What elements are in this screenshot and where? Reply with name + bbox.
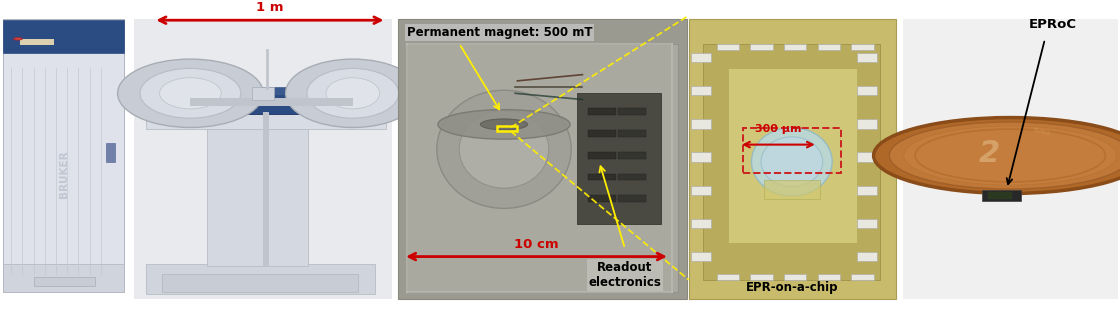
FancyBboxPatch shape (263, 112, 269, 267)
FancyBboxPatch shape (857, 152, 877, 162)
FancyBboxPatch shape (750, 44, 773, 50)
FancyBboxPatch shape (134, 19, 392, 299)
Circle shape (13, 38, 22, 40)
Circle shape (874, 118, 1120, 193)
FancyBboxPatch shape (857, 86, 877, 95)
FancyBboxPatch shape (618, 152, 646, 159)
Ellipse shape (459, 110, 549, 188)
FancyBboxPatch shape (857, 252, 877, 261)
FancyBboxPatch shape (818, 44, 840, 50)
FancyBboxPatch shape (717, 44, 739, 50)
FancyBboxPatch shape (691, 86, 711, 95)
FancyBboxPatch shape (691, 152, 711, 162)
FancyBboxPatch shape (618, 130, 646, 137)
FancyBboxPatch shape (34, 277, 95, 286)
Circle shape (904, 126, 1117, 185)
Text: Readout
electronics: Readout electronics (588, 261, 662, 289)
FancyBboxPatch shape (691, 252, 711, 261)
FancyBboxPatch shape (982, 190, 1021, 201)
FancyBboxPatch shape (218, 93, 314, 114)
FancyBboxPatch shape (146, 112, 386, 129)
FancyBboxPatch shape (988, 192, 1012, 199)
Text: EPR-on-a-chip: EPR-on-a-chip (746, 281, 838, 294)
FancyBboxPatch shape (106, 143, 115, 162)
FancyBboxPatch shape (588, 174, 616, 180)
FancyBboxPatch shape (689, 19, 896, 299)
Circle shape (889, 122, 1120, 189)
FancyBboxPatch shape (588, 130, 616, 137)
FancyBboxPatch shape (252, 87, 274, 100)
Text: BRUKER: BRUKER (59, 150, 68, 198)
FancyBboxPatch shape (190, 98, 353, 106)
FancyBboxPatch shape (857, 186, 877, 195)
FancyBboxPatch shape (857, 119, 877, 128)
FancyBboxPatch shape (618, 108, 646, 115)
FancyBboxPatch shape (398, 19, 687, 299)
FancyBboxPatch shape (588, 108, 616, 115)
Ellipse shape (480, 119, 528, 130)
FancyBboxPatch shape (577, 93, 661, 224)
Ellipse shape (140, 68, 241, 118)
FancyBboxPatch shape (146, 264, 375, 294)
FancyBboxPatch shape (618, 174, 646, 180)
FancyBboxPatch shape (764, 180, 820, 199)
Text: 300 μm: 300 μm (755, 124, 802, 134)
FancyBboxPatch shape (717, 274, 739, 280)
FancyBboxPatch shape (588, 195, 616, 202)
Ellipse shape (752, 128, 832, 196)
FancyBboxPatch shape (703, 44, 880, 280)
FancyBboxPatch shape (691, 119, 711, 128)
FancyBboxPatch shape (851, 44, 874, 50)
Text: 2: 2 (979, 139, 999, 169)
FancyBboxPatch shape (207, 126, 308, 266)
FancyBboxPatch shape (818, 274, 840, 280)
FancyBboxPatch shape (784, 274, 806, 280)
Ellipse shape (438, 110, 570, 139)
FancyBboxPatch shape (857, 219, 877, 228)
FancyBboxPatch shape (750, 274, 773, 280)
Ellipse shape (286, 59, 420, 128)
FancyBboxPatch shape (691, 219, 711, 228)
Ellipse shape (437, 90, 571, 208)
Ellipse shape (159, 78, 222, 109)
FancyBboxPatch shape (851, 274, 874, 280)
Text: Permanent magnet: 500 mT: Permanent magnet: 500 mT (407, 26, 592, 39)
Ellipse shape (326, 78, 380, 109)
FancyBboxPatch shape (588, 152, 616, 159)
FancyBboxPatch shape (20, 39, 54, 45)
FancyBboxPatch shape (162, 274, 358, 292)
Ellipse shape (762, 137, 822, 187)
Text: 10 cm: 10 cm (514, 238, 559, 251)
FancyBboxPatch shape (3, 20, 124, 53)
FancyBboxPatch shape (903, 19, 1118, 299)
Text: EPRoC: EPRoC (1029, 18, 1076, 31)
FancyBboxPatch shape (3, 19, 124, 292)
FancyBboxPatch shape (728, 68, 857, 243)
FancyBboxPatch shape (618, 195, 646, 202)
Ellipse shape (307, 68, 399, 118)
FancyBboxPatch shape (3, 264, 124, 292)
FancyBboxPatch shape (407, 44, 678, 292)
FancyBboxPatch shape (691, 186, 711, 195)
Ellipse shape (118, 59, 263, 128)
FancyBboxPatch shape (691, 53, 711, 62)
Text: EURO: EURO (1033, 128, 1051, 137)
Text: 1 m: 1 m (256, 1, 283, 14)
FancyBboxPatch shape (857, 53, 877, 62)
FancyBboxPatch shape (241, 87, 295, 95)
FancyBboxPatch shape (784, 44, 806, 50)
